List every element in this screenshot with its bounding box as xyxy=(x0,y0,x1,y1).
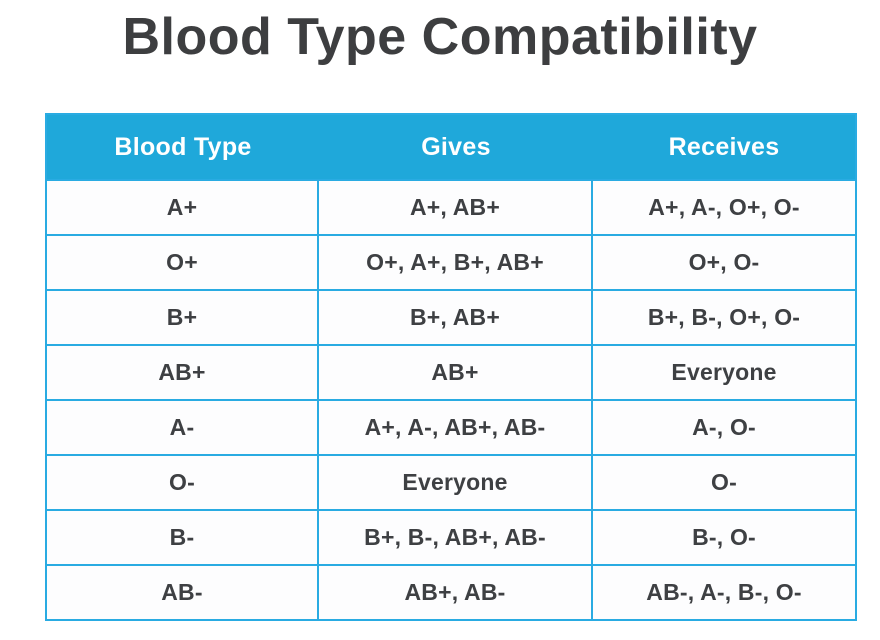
cell-gives: B+, AB+ xyxy=(319,291,593,344)
cell-gives: O+, A+, B+, AB+ xyxy=(319,236,593,289)
cell-gives: AB+ xyxy=(319,346,593,399)
cell-blood-type: B- xyxy=(47,511,319,564)
column-header-receives: Receives xyxy=(668,132,780,161)
compatibility-table: Blood Type Gives Receives A+ A+, AB+ A+,… xyxy=(45,113,857,621)
cell-gives: A+, AB+ xyxy=(319,181,593,234)
table-row: O- Everyone O- xyxy=(47,454,855,509)
table-row: B+ B+, AB+ B+, B-, O+, O- xyxy=(47,289,855,344)
cell-receives: O- xyxy=(593,456,855,509)
column-header-gives: Gives xyxy=(421,132,491,161)
cell-blood-type: B+ xyxy=(47,291,319,344)
table-row: AB+ AB+ Everyone xyxy=(47,344,855,399)
page-title: Blood Type Compatibility xyxy=(122,8,758,66)
table-header-row: Blood Type Gives Receives xyxy=(47,115,855,179)
cell-gives: Everyone xyxy=(319,456,593,509)
table-row: B- B+, B-, AB+, AB- B-, O- xyxy=(47,509,855,564)
table-row: O+ O+, A+, B+, AB+ O+, O- xyxy=(47,234,855,289)
table-row: A- A+, A-, AB+, AB- A-, O- xyxy=(47,399,855,454)
cell-gives: AB+, AB- xyxy=(319,566,593,619)
column-header-blood-type: Blood Type xyxy=(114,132,252,161)
cell-receives: A-, O- xyxy=(593,401,855,454)
cell-receives: A+, A-, O+, O- xyxy=(593,181,855,234)
cell-blood-type: A+ xyxy=(47,181,319,234)
cell-blood-type: AB+ xyxy=(47,346,319,399)
cell-receives: O+, O- xyxy=(593,236,855,289)
cell-receives: AB-, A-, B-, O- xyxy=(593,566,855,619)
cell-blood-type: O+ xyxy=(47,236,319,289)
cell-blood-type: AB- xyxy=(47,566,319,619)
cell-receives: B-, O- xyxy=(593,511,855,564)
cell-gives: B+, B-, AB+, AB- xyxy=(319,511,593,564)
cell-gives: A+, A-, AB+, AB- xyxy=(319,401,593,454)
table-row: AB- AB+, AB- AB-, A-, B-, O- xyxy=(47,564,855,619)
cell-receives: Everyone xyxy=(593,346,855,399)
table-row: A+ A+, AB+ A+, A-, O+, O- xyxy=(47,179,855,234)
cell-receives: B+, B-, O+, O- xyxy=(593,291,855,344)
cell-blood-type: O- xyxy=(47,456,319,509)
cell-blood-type: A- xyxy=(47,401,319,454)
